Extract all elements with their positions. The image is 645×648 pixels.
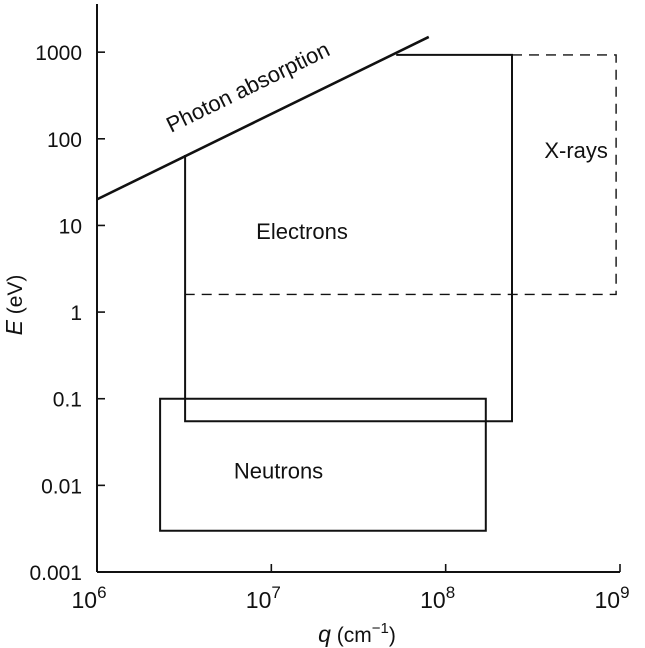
x-tick-label: 109 bbox=[594, 583, 629, 613]
y-axis-label-var: E bbox=[1, 319, 27, 335]
x-axis-label: q (cm−1) bbox=[318, 620, 396, 647]
x-tick-base: 10 bbox=[71, 587, 97, 613]
y-tick-label: 1 bbox=[70, 302, 82, 325]
x-tick-base: 10 bbox=[420, 587, 446, 613]
x-tick-exp: 9 bbox=[620, 583, 629, 602]
photon-absorption-label: Photon absorption bbox=[162, 37, 333, 138]
y-tick-label: 0.01 bbox=[41, 475, 82, 498]
y-tick-label: 10 bbox=[59, 215, 82, 238]
x-tick-exp: 7 bbox=[271, 583, 280, 602]
y-tick-label: 0.001 bbox=[29, 562, 82, 585]
y-axis-label-unit: (eV) bbox=[4, 275, 27, 321]
x-axis-label-exp: −1 bbox=[372, 620, 389, 637]
axis-labels: q (cm−1) E (eV) bbox=[1, 275, 396, 647]
x-tick-exp: 6 bbox=[97, 583, 106, 602]
x-axis-label-var: q bbox=[318, 621, 331, 647]
regions: Photon absorption Electrons X-rays Neutrons bbox=[96, 35, 617, 532]
photon-absorption-line bbox=[96, 35, 430, 201]
electrons-label: Electrons bbox=[256, 219, 348, 244]
axes bbox=[96, 4, 621, 573]
x-tick-base: 10 bbox=[246, 587, 272, 613]
x-tick-base: 10 bbox=[594, 587, 620, 613]
x-tick-label: 106 bbox=[71, 583, 106, 613]
x-tick-label: 108 bbox=[420, 583, 455, 613]
x-axis-label-close: ) bbox=[389, 624, 396, 647]
x-tick-exp: 8 bbox=[446, 583, 455, 602]
electrons-region bbox=[184, 53, 513, 423]
x-rays-label: X-rays bbox=[544, 138, 608, 163]
neutrons-label: Neutrons bbox=[234, 459, 323, 484]
y-axis-label: E (eV) bbox=[1, 275, 27, 336]
x-rays-region bbox=[185, 54, 617, 296]
x-axis-label-unit: (cm bbox=[331, 624, 372, 647]
y-tick-label: 0.1 bbox=[53, 389, 82, 412]
x-tick-label: 107 bbox=[246, 583, 281, 613]
y-tick-label: 100 bbox=[47, 129, 82, 152]
neutrons-region bbox=[159, 397, 487, 532]
y-tick-label: 1000 bbox=[35, 42, 82, 65]
